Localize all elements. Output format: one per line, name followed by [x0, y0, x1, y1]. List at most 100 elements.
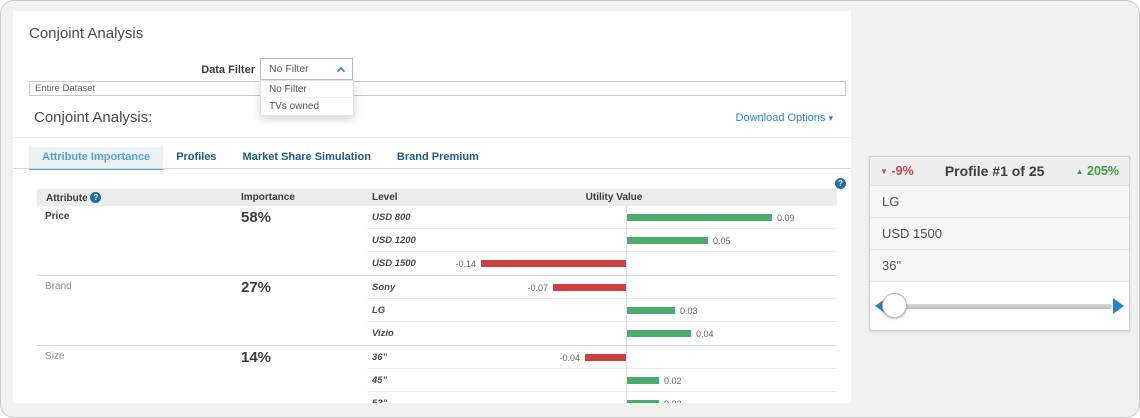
utility-cell: 0.02 — [471, 369, 837, 392]
attribute-header-label: Attribute — [46, 192, 88, 204]
help-icon[interactable]: ? — [90, 191, 102, 203]
utility-bar — [553, 284, 626, 291]
utility-bar — [627, 214, 772, 221]
profile-title: Profile #1 of 25 — [944, 163, 1045, 179]
attribute-name: Brand — [45, 281, 72, 292]
table-row: LG 0.03 — [37, 299, 837, 322]
divider — [13, 137, 851, 138]
attribute-group-brand: Brand 27% Sony -0.07 LG 0.03 Vizio 0.04 — [37, 276, 837, 346]
slider-thumb[interactable] — [882, 292, 907, 318]
profile-attribute-row: USD 1500 — [870, 218, 1129, 250]
importance-value — [231, 369, 367, 392]
table-body: Price 58% USD 800 0.09 USD 1200 0.05 USD 1500 -… — [37, 206, 837, 403]
profile-decrease-badge: ▼ -9% — [880, 164, 914, 178]
tab-bar-underline — [13, 168, 851, 169]
section-heading: Conjoint Analysis: — [34, 109, 153, 126]
row-separator — [367, 391, 837, 392]
utility-cell: 0.05 — [471, 229, 837, 252]
triangle-up-icon: ▲ — [1075, 167, 1084, 176]
attribute-importance-table: Attribute ? Importance Level Utility Val… — [37, 189, 837, 403]
level-label: 45" — [372, 375, 388, 386]
slider-left-arrow[interactable] — [875, 297, 886, 314]
level-label: USD 800 — [372, 212, 411, 223]
data-filter-select[interactable]: No Filter — [260, 58, 353, 80]
download-options-label: Download Options — [735, 112, 826, 124]
table-row: USD 1200 0.05 — [37, 229, 837, 252]
row-separator — [367, 251, 837, 252]
utility-cell: 0.09 — [471, 206, 837, 229]
utility-value-label: -0.14 — [455, 259, 476, 269]
level-column-header: Level — [372, 192, 398, 203]
main-panel: Conjoint Analysis Data Filter No Filter … — [13, 11, 851, 403]
tab-brand-premium[interactable]: Brand Premium — [396, 151, 479, 163]
slider-track[interactable] — [887, 303, 1112, 309]
attribute-name — [37, 369, 231, 392]
row-separator — [367, 321, 837, 322]
attribute-name — [37, 229, 231, 252]
profile-panel-header: ▼ -9% Profile #1 of 25 ▲ 205% — [870, 157, 1129, 186]
attribute-group-price: Price 58% USD 800 0.09 USD 1200 0.05 USD 1500 -… — [37, 206, 837, 276]
triangle-down-icon: ▼ — [880, 167, 888, 176]
chevron-up-icon — [336, 66, 346, 75]
utility-cell: -0.04 — [471, 346, 837, 369]
table-row: Size 14% 36" -0.04 — [37, 346, 837, 369]
utility-value-label: 0.02 — [664, 376, 682, 386]
utility-value-label: 0.09 — [777, 213, 795, 223]
profile-rows: LG USD 1500 36" — [870, 186, 1129, 282]
level-label: LG — [372, 305, 386, 316]
tab-profiles[interactable]: Profiles — [176, 151, 217, 163]
utility-bar — [481, 260, 626, 267]
utility-cell: 0.04 — [471, 322, 837, 345]
table-row: Brand 27% Sony -0.07 — [37, 276, 837, 299]
data-filter-menu: No Filter TVs owned — [260, 80, 354, 116]
table-row: Price 58% USD 800 0.09 — [37, 206, 837, 229]
utility-value-label: -0.07 — [527, 283, 548, 293]
profile-attribute-row: 36" — [870, 250, 1129, 282]
importance-value: 58% — [241, 209, 272, 226]
utility-value-label: 0.05 — [713, 236, 731, 246]
data-filter-option-tvs-owned[interactable]: TVs owned — [261, 98, 353, 115]
row-separator — [367, 228, 837, 229]
level-label: 36" — [372, 352, 388, 363]
tab-market-share-simulation[interactable]: Market Share Simulation — [242, 151, 371, 163]
importance-value: 27% — [241, 279, 272, 296]
level-label: USD 1500 — [372, 258, 416, 269]
dataset-input[interactable] — [29, 81, 846, 96]
data-filter-selected-value: No Filter — [269, 63, 309, 75]
utility-value-label: 0.02 — [664, 399, 682, 403]
utility-cell: -0.14 — [455, 252, 837, 275]
profile-increase-value: 205% — [1087, 164, 1119, 178]
slider-right-arrow[interactable] — [1113, 297, 1124, 314]
data-filter-label: Data Filter — [201, 64, 255, 76]
table-row: Vizio 0.04 — [37, 322, 837, 345]
utility-bar — [627, 400, 659, 403]
data-filter-option-no-filter[interactable]: No Filter — [261, 81, 353, 98]
utility-column-header: Utility Value — [585, 192, 643, 203]
utility-bar — [627, 237, 708, 244]
tab-attribute-importance[interactable]: Attribute Importance — [29, 147, 164, 170]
utility-bar — [627, 330, 691, 337]
importance-value — [231, 322, 367, 345]
attribute-group-size: Size 14% 36" -0.04 45" 0.02 52" 0.02 — [37, 346, 837, 403]
attribute-name — [37, 322, 231, 345]
importance-value — [231, 252, 367, 275]
attribute-name — [37, 392, 231, 403]
importance-value — [231, 229, 367, 252]
attribute-name: Price — [45, 211, 70, 222]
utility-bar — [627, 377, 659, 384]
profile-attribute-row: LG — [870, 186, 1129, 218]
download-options-button[interactable]: Download Options ▾ — [736, 112, 833, 124]
attribute-column-header: Attribute ? — [37, 191, 231, 204]
row-separator — [367, 368, 837, 369]
utility-value-label: 0.04 — [696, 329, 714, 339]
help-icon[interactable]: ? — [835, 178, 846, 189]
importance-value: 14% — [241, 349, 272, 366]
profile-decrease-value: -9% — [891, 164, 914, 178]
utility-cell: 0.02 — [471, 392, 837, 403]
table-row: 52" 0.02 — [37, 392, 837, 403]
table-row: 45" 0.02 — [37, 369, 837, 392]
tab-bar: Attribute Importance Profiles Market Share… — [29, 147, 492, 170]
attribute-name — [37, 299, 231, 322]
utility-bar — [585, 354, 626, 361]
